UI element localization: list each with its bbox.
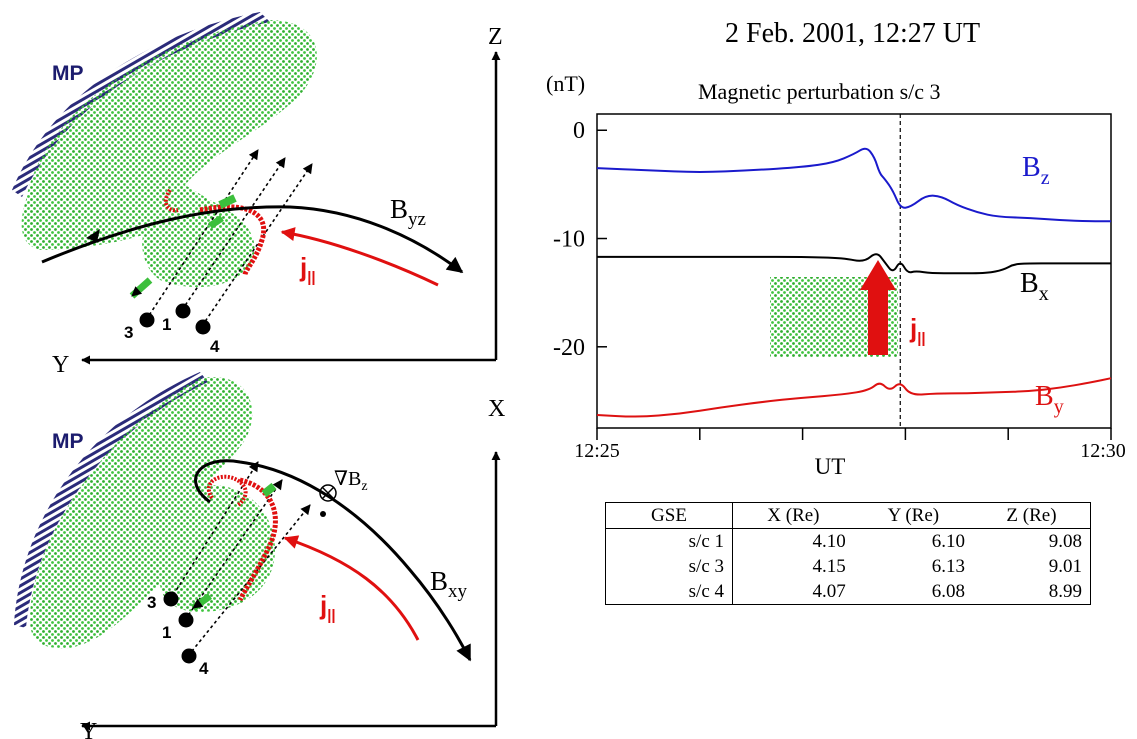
green-region — [30, 376, 275, 649]
y-tick-label: 0 — [573, 118, 585, 144]
bxy-field-line — [194, 459, 472, 662]
table-cell: 8.99 — [1048, 581, 1082, 602]
green-arrow — [261, 482, 277, 498]
inset-j-label: j|| — [909, 313, 926, 347]
green-arrow — [129, 277, 153, 299]
point-marker — [320, 511, 326, 517]
table-cell: s/c 1 — [605, 528, 733, 554]
green-region — [21, 20, 317, 288]
otimes-icon-cross — [321, 486, 335, 500]
sc1-label: 1 — [162, 623, 171, 642]
j-parallel-label: j|| — [299, 252, 316, 286]
current-sheet — [199, 204, 267, 276]
table-cell: 9.01 — [1048, 556, 1082, 577]
sc1-field-line — [181, 157, 286, 311]
sc3-field-line — [145, 149, 259, 321]
series-line-by — [596, 377, 1112, 418]
mp-label: MP — [52, 62, 84, 85]
table-header: X (Re) — [732, 502, 854, 529]
current-sheet-left — [163, 188, 179, 213]
sc3-marker — [163, 591, 179, 607]
series-line-bz — [596, 147, 1111, 223]
sc3-marker — [139, 312, 155, 328]
x-start-label: 12:25 — [574, 440, 620, 462]
x-axis-title: UT — [815, 454, 846, 479]
table-header: GSE — [605, 502, 733, 529]
y-ticks: 0 -10 -20 — [553, 118, 607, 361]
chart-subtitle: Magnetic perturbation s/c 3 — [698, 79, 941, 104]
sc3-label: 3 — [147, 593, 156, 612]
plot-frame — [596, 113, 1112, 429]
grad-bz-label: ∇Bz — [334, 468, 368, 494]
current-arrow — [283, 535, 420, 641]
byz-label: Byz — [390, 194, 426, 230]
magnetic-perturbation-chart: 2 Feb. 2001, 12:27 UT Magnetic perturbat… — [546, 18, 1126, 479]
sc1-marker — [175, 303, 191, 319]
table-header-row: GSE X (Re) Y (Re) Z (Re) — [605, 502, 1091, 529]
sc3-label: 3 — [124, 323, 133, 342]
byz-field-line — [41, 205, 464, 274]
table-row: s/c 4 4.07 6.08 8.99 — [605, 579, 1091, 605]
table-cell: 4.07 — [812, 581, 846, 602]
current-sheet — [206, 474, 248, 507]
spacecraft-positions-table: GSE X (Re) Y (Re) Z (Re) s/c 1 4.10 6.10… — [605, 502, 1091, 605]
x-axis-label: X — [488, 396, 505, 422]
sc4-field-line — [201, 163, 313, 327]
mp-label: MP — [52, 430, 84, 453]
series-label-bz: Bz — [1022, 152, 1050, 189]
sc4-label: 4 — [210, 337, 220, 356]
x-ticks — [596, 428, 1112, 440]
sc1-field-line — [184, 479, 283, 621]
table-cell: s/c 3 — [605, 554, 733, 579]
series-line-bx — [597, 253, 1111, 275]
table-cell: 4.10 — [812, 531, 846, 552]
series-layer — [596, 147, 1112, 418]
table-cell: s/c 4 — [605, 579, 733, 605]
bxy-label: Bxy — [430, 566, 468, 602]
field-direction-arrow — [86, 229, 100, 242]
green-arrow — [190, 593, 213, 611]
sc4-field-line — [187, 504, 311, 657]
table-header: Y (Re) — [853, 502, 973, 529]
sc4-marker — [181, 648, 197, 664]
y-axis-label: Y — [52, 352, 69, 378]
y-unit-label: (nT) — [546, 71, 585, 96]
table-cell: 6.08 — [931, 581, 965, 602]
table-row: s/c 3 4.15 6.13 9.01 — [605, 554, 1091, 579]
top-diagram: MP Z Y Byz j|| 3 1 4 — [12, 12, 503, 378]
z-axis-label: Z — [488, 24, 503, 50]
series-label-by: By — [1035, 381, 1064, 418]
bottom-diagram: MP X Y ∇Bz Bxy j|| 3 1 4 — [14, 372, 505, 739]
inset-current-arrow — [860, 260, 896, 355]
sc4-marker — [195, 319, 211, 335]
green-arrow — [208, 215, 224, 229]
table-cell: 4.15 — [812, 556, 846, 577]
table-row: s/c 1 4.10 6.10 9.08 — [605, 528, 1091, 554]
sc1-label: 1 — [162, 315, 171, 334]
sc4-label: 4 — [199, 659, 209, 678]
x-end-label: 12:30 — [1080, 440, 1126, 462]
table-cell: 9.08 — [1048, 531, 1082, 552]
otimes-icon — [319, 484, 337, 502]
j-parallel-label: j|| — [319, 590, 336, 624]
table-cell: 6.10 — [931, 531, 965, 552]
series-label-bx: Bx — [1020, 268, 1049, 305]
table-cell: 6.13 — [931, 556, 965, 577]
current-arrow — [280, 227, 439, 287]
green-arrow — [218, 194, 237, 209]
chart-title: 2 Feb. 2001, 12:27 UT — [725, 18, 980, 49]
sc1-marker — [178, 612, 194, 628]
y-axis-label: Y — [80, 719, 97, 739]
table-header: Z (Re) — [972, 502, 1091, 529]
y-tick-label: -20 — [553, 335, 585, 361]
y-tick-label: -10 — [553, 227, 585, 253]
